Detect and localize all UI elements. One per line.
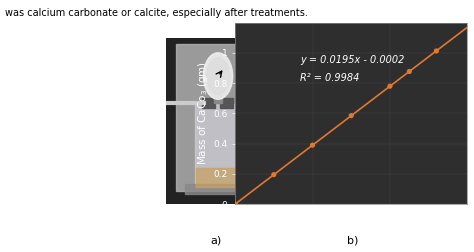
Circle shape [203,53,233,99]
Bar [196,168,240,187]
Text: a): a) [210,236,221,246]
Point [405,70,413,74]
Bar [195,104,241,187]
Text: b): b) [347,236,359,246]
Point [386,84,394,88]
Bar [220,98,233,108]
Circle shape [207,58,229,94]
Bar [185,184,251,194]
Point [433,49,440,53]
Text: y = 0.0195x - 0.0002: y = 0.0195x - 0.0002 [300,55,404,65]
Point [347,114,355,118]
Bar [214,94,222,103]
X-axis label: CO$_2$ pressure (kPa): CO$_2$ pressure (kPa) [301,224,401,238]
Point [270,173,278,177]
Title: Determination of CaCO$_3$: Determination of CaCO$_3$ [257,5,445,23]
Point [309,143,316,147]
Bar [176,44,260,191]
Point [231,202,239,206]
Text: was calcium carbonate or calcite, especially after treatments.: was calcium carbonate or calcite, especi… [5,8,308,18]
Bar [202,98,215,108]
Y-axis label: Mass of CaCo$_3$ (gm): Mass of CaCo$_3$ (gm) [196,61,210,166]
Text: R² = 0.9984: R² = 0.9984 [300,73,359,83]
